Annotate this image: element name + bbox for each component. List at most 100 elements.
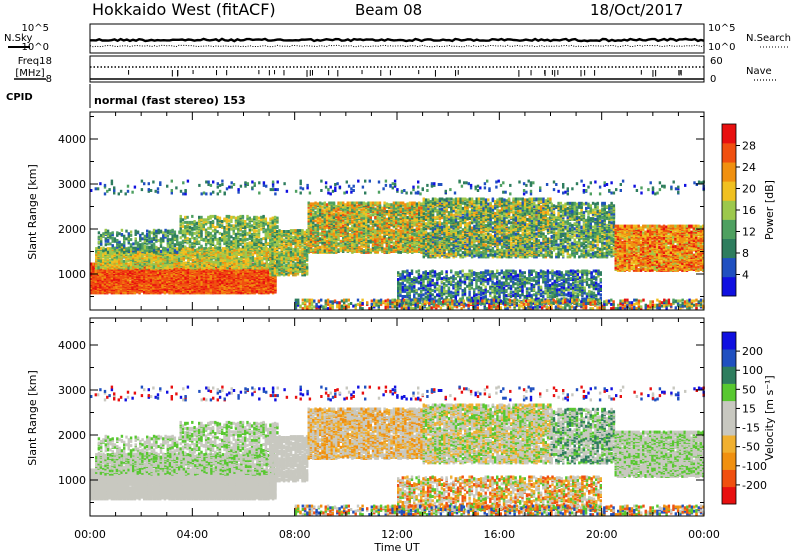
power-cell [217,261,219,264]
power-cell [148,262,150,265]
power-cell [214,290,216,293]
power-cell [118,232,120,235]
power-cell [129,280,131,283]
power-cell [139,254,141,257]
power-cell [130,231,132,234]
power-cell [176,262,178,265]
power-cell [130,234,132,237]
power-cell [137,265,139,268]
power-cell [210,266,212,269]
power-cell [114,237,116,240]
power-cell [238,267,240,270]
power-cell [196,256,198,259]
power-cell [100,252,102,255]
power-cell [210,262,212,265]
power-cell [123,235,125,238]
power-data-cells [90,180,705,311]
power-cell [97,259,99,262]
power-cell [112,231,114,234]
power-cell [100,266,102,269]
power-cell [105,248,107,251]
power-cell [123,260,125,263]
power-cell [192,259,194,262]
noise-panel: 10^5 10^0 10^5 10^0 N.Sky N.Search [4,23,791,53]
power-cell [116,244,118,247]
power-cell [107,232,109,235]
power-cell [208,259,210,262]
power-cell [123,251,125,254]
power-cell [116,256,118,259]
power-cell [249,259,251,262]
power-cell [130,261,132,264]
power-cell [132,266,134,269]
power-cell [116,239,118,242]
power-cell [244,281,246,284]
power-cell [190,262,192,265]
power-cell [144,256,146,259]
search-tick-high: 10^5 [708,23,735,34]
nave-tick-high: 60 [710,56,723,67]
power-cell [233,249,235,252]
power-cell [105,243,107,246]
power-cell [125,248,127,251]
power-cell [128,249,130,252]
power-cell [100,234,102,237]
power-cell [128,237,130,240]
power-cell [116,231,118,234]
power-cell [112,239,114,242]
power-cell [201,251,203,254]
power-cell [121,229,123,232]
power-cell [252,266,254,269]
power-cell [242,273,244,276]
power-cell [243,260,245,263]
power-cell [213,261,215,264]
sky-noise-line [90,39,704,41]
power-cell [153,262,155,265]
sky-label: N.Sky [4,33,32,44]
power-cell [107,230,109,233]
power-cell [224,266,226,269]
power-cell [102,247,104,250]
power-cell [183,262,185,265]
power-cell [137,252,139,255]
power-cell [162,256,164,259]
station-title: Hokkaido West (fitACF) [92,0,276,19]
power-cell [123,237,125,240]
power-cell [194,258,196,261]
power-cell [185,256,187,259]
search-tick-low: 10^0 [708,42,735,53]
power-cell [121,243,123,246]
power-cell [102,249,104,252]
power-cell [100,242,102,245]
power-cell [130,243,132,246]
power-cell [128,232,130,235]
power-cell [125,237,127,240]
power-cell [155,256,157,259]
power-cell [132,242,134,245]
nave-tick-low: 0 [710,74,716,85]
power-cell [107,239,109,242]
power-cell [109,242,111,245]
power-cell [127,255,129,258]
power-cell [105,237,107,240]
power-cell [102,232,104,235]
power-cell [127,262,129,265]
power-cell [144,262,146,265]
power-cell [132,247,134,250]
power-cell [157,271,159,274]
power-cell [102,259,104,262]
power-cell [98,231,100,234]
power-cell [183,266,185,269]
power-cell [203,252,205,255]
power-cell [116,249,118,252]
power-cell [222,247,224,250]
power-cell [153,266,155,269]
freq-spikes [129,70,682,77]
power-cell [261,256,263,259]
search-label: N.Search [746,33,791,44]
power-cell [125,230,127,233]
power-cell [128,247,130,250]
power-cell [259,252,261,255]
power-cell [187,259,189,262]
